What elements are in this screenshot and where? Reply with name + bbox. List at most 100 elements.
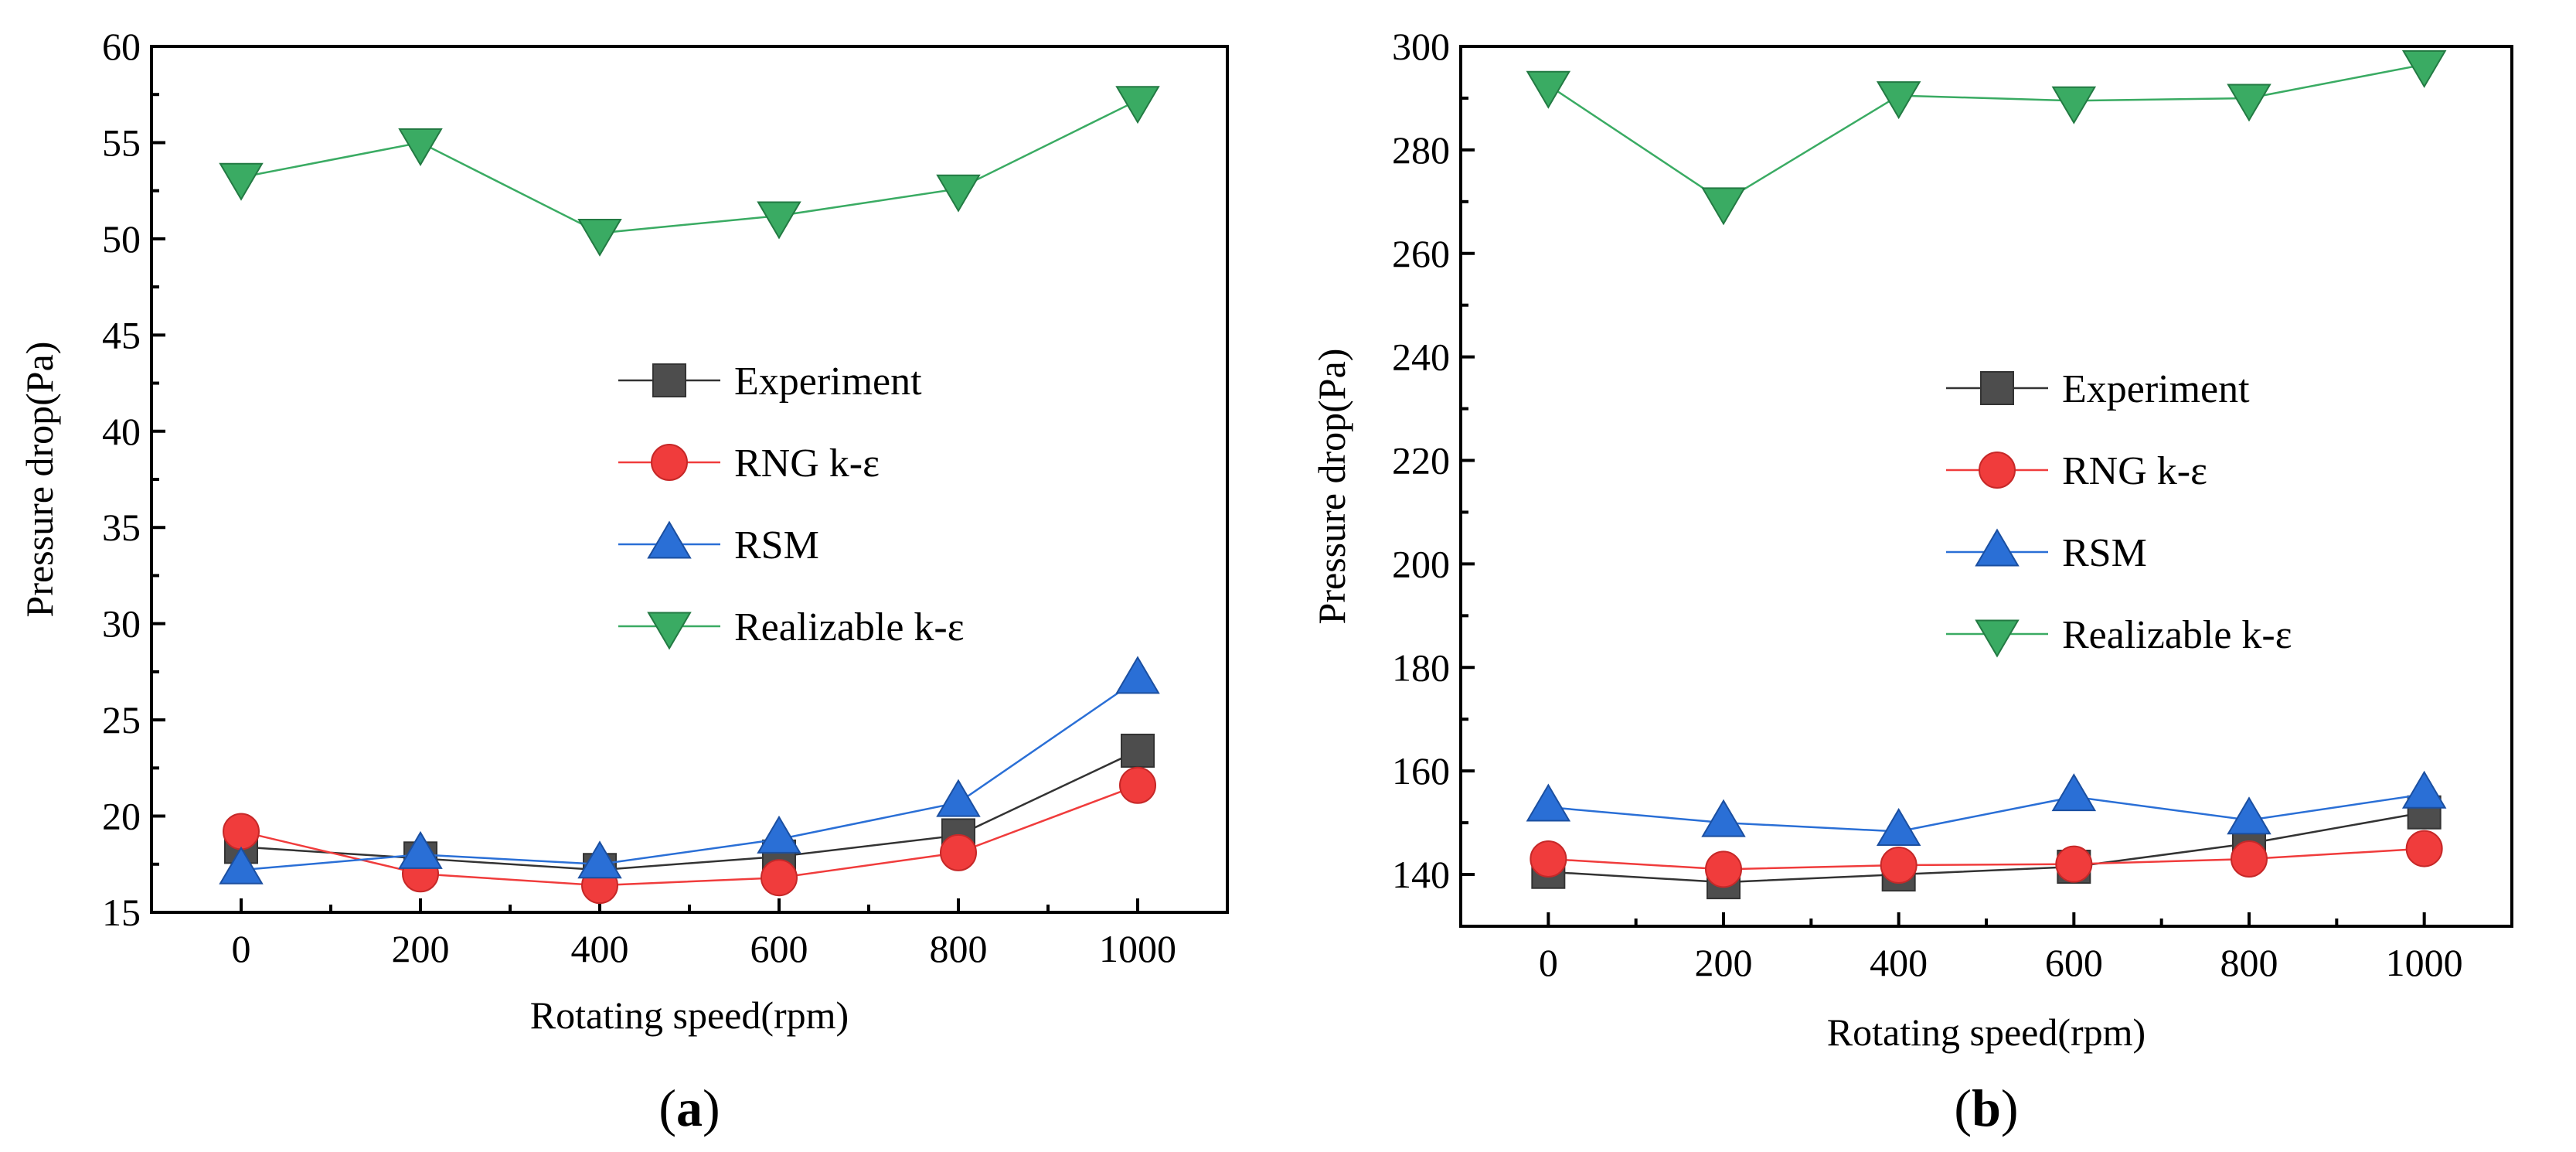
x-tick-label: 600 [2045,941,2103,984]
data-point [936,779,981,817]
y-tick-label: 45 [102,313,141,356]
data-point [1121,733,1155,768]
legend-label: Realizable k-ε [734,605,965,649]
panel-label: (b) [1954,1079,2018,1137]
series-realizable-k- [219,86,1160,257]
legend-marker [1975,619,2020,658]
data-point [2227,84,2271,122]
data-point [1115,656,1160,694]
data-point [1115,86,1160,124]
y-tick-label: 220 [1392,439,1450,482]
panel-label: (a) [658,1079,720,1137]
data-point [219,162,264,201]
data-point [2055,845,2093,883]
data-point [1526,70,1571,109]
x-tick-label: 1000 [1099,927,1176,970]
legend: Experiment RNG k-ε RSM Realizable k-ε [618,360,965,650]
y-tick-label: 200 [1392,542,1450,585]
series-rng-k- [1530,830,2443,888]
y-tick-label: 260 [1392,232,1450,275]
data-point [398,128,443,166]
data-point [1119,766,1156,804]
legend-marker [647,520,692,559]
y-tick-label: 25 [102,698,141,741]
y-tick-label: 60 [102,25,141,68]
data-point [757,201,801,240]
x-tick-label: 400 [1870,941,1928,984]
series-line [1548,793,2425,833]
x-tick-label: 200 [1695,941,1753,984]
data-point [219,846,264,884]
plot-frame [150,45,1229,914]
data-point [936,174,981,213]
data-point [940,833,977,871]
data-point [223,813,260,850]
y-tick-label: 20 [102,795,141,838]
y-tick-label: 30 [102,602,141,646]
legend-label: RNG k-ε [2062,449,2207,493]
x-tick-label: 600 [750,927,808,970]
legend-label: RNG k-ε [734,441,880,486]
data-point [2401,49,2447,88]
y-tick-label: 35 [102,506,141,549]
data-point [1530,840,1567,878]
data-point [2405,830,2443,867]
series-realizable-k- [1526,49,2447,226]
legend-marker [1975,528,2020,567]
y-tick-label: 180 [1392,646,1450,689]
data-point [1701,187,1746,226]
x-axis-title: Rotating speed(rpm) [530,994,849,1037]
y-axis-title: Pressure drop(Pa) [18,342,61,618]
data-point [2227,796,2271,835]
y-tick-label: 160 [1392,749,1450,792]
x-tick-label: 1000 [2386,941,2463,984]
data-point [577,840,622,879]
x-tick-label: 400 [571,927,629,970]
series-rsm [219,656,1160,884]
series-rsm [1526,770,2447,846]
x-tick-label: 800 [930,927,988,970]
y-tick-label: 140 [1392,853,1450,896]
legend-marker [1979,452,2016,489]
data-point [1880,847,1918,884]
data-point [757,815,801,854]
legend-label: Experiment [2062,367,2250,411]
x-tick-label: 0 [232,927,251,970]
data-point [2051,86,2097,124]
series-line [240,99,1138,234]
y-tick-label: 50 [102,217,141,261]
x-tick-label: 800 [2220,941,2278,984]
y-tick-label: 15 [102,891,141,934]
data-point [1876,808,1921,846]
series-experiment [224,733,1155,888]
plot-frame [1459,45,2513,928]
x-tick-label: 0 [1539,941,1558,984]
y-tick-label: 55 [102,121,141,164]
data-point [1876,81,1921,120]
x-tick-label: 200 [392,927,450,970]
legend-marker [651,444,688,481]
y-axis-title: Pressure drop(Pa) [1310,349,1353,625]
data-point [2231,840,2268,878]
data-point [1701,799,1746,837]
series-line [1548,847,2425,871]
legend-label: RSM [734,523,819,567]
series-line [240,678,1138,871]
legend-label: Realizable k-ε [2062,613,2292,657]
series-rng-k- [223,766,1156,905]
legend-label: RSM [2062,531,2147,575]
legend-marker [1980,371,2014,405]
series-line [1548,811,2425,884]
data-point [761,859,798,897]
data-point [577,218,622,257]
panel-letter: b [1972,1079,2001,1137]
legend-label: Experiment [734,360,922,404]
data-point [1526,783,1571,822]
y-tick-label: 240 [1392,336,1450,379]
data-point [2401,770,2447,809]
y-tick-label: 300 [1392,25,1450,68]
legend-marker [652,363,686,397]
series-line [1547,63,2425,203]
